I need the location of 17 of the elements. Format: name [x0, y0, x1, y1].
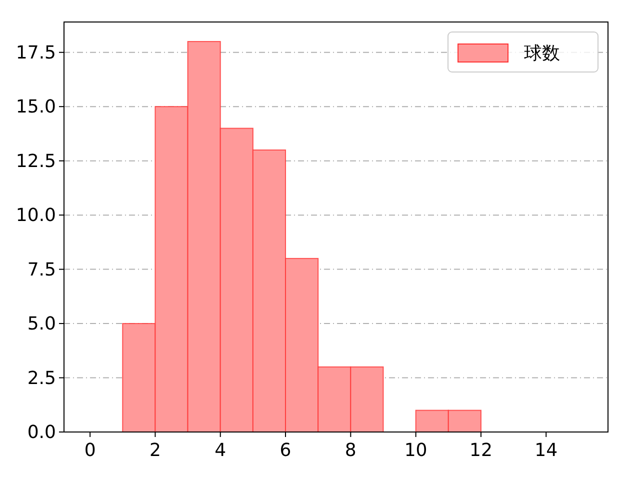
y-tick-label: 10.0 [16, 205, 56, 226]
y-tick-label: 15.0 [16, 96, 56, 118]
y-tick-label: 17.5 [16, 42, 56, 64]
y-tick-label: 7.5 [27, 259, 56, 280]
x-tick-label: 12 [470, 440, 492, 461]
x-tick-label: 4 [214, 440, 226, 461]
x-tick-label: 10 [404, 440, 428, 461]
legend-label: 球数 [524, 43, 560, 64]
x-tick-label: 2 [149, 440, 161, 461]
y-tick-label: 12.5 [16, 150, 56, 172]
x-tick-label: 14 [534, 440, 558, 461]
y-tick-label: 0.0 [27, 422, 56, 443]
x-tick-label: 0 [84, 440, 96, 461]
y-tick-label: 5.0 [27, 314, 56, 335]
x-tick-label: 8 [344, 440, 356, 461]
y-tick-label: 2.5 [27, 368, 56, 389]
x-tick-label: 6 [280, 440, 292, 461]
